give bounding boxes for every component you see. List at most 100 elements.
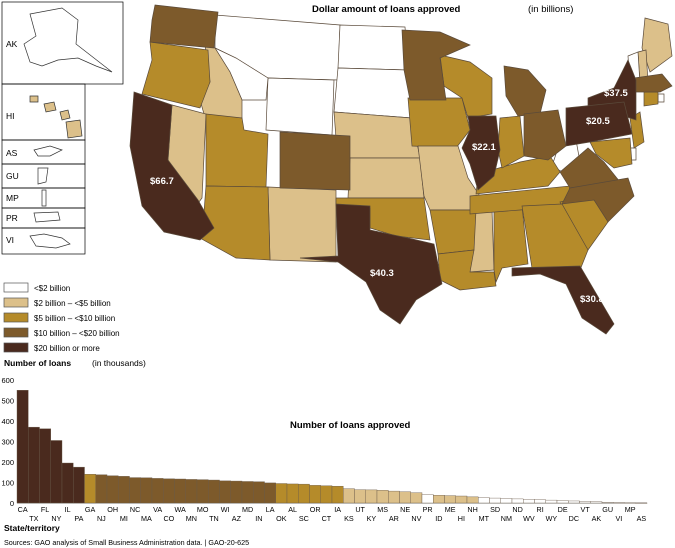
chart-title: Number of loans approved	[290, 420, 411, 431]
x-tick-MT: MT	[479, 514, 490, 523]
state-KS	[347, 157, 425, 199]
state-IL	[461, 115, 501, 191]
bar-MO	[196, 479, 209, 504]
bar-OK	[275, 483, 288, 504]
bar-MT	[478, 497, 490, 504]
x-tick-IA: IA	[334, 505, 341, 514]
bar-RI	[534, 499, 546, 504]
bar-IA	[331, 485, 344, 504]
bar-KS	[343, 488, 355, 504]
bar-chart: Number of loans (in thousands) Number of…	[1, 358, 648, 533]
bar-MD	[241, 481, 254, 504]
x-tick-ME: ME	[445, 505, 456, 514]
x-tick-TX: TX	[29, 514, 38, 523]
y-tick-label: 500	[1, 397, 14, 406]
x-tick-NJ: NJ	[97, 514, 106, 523]
inset-vi-box	[1, 227, 86, 255]
bar-VA	[151, 478, 164, 504]
bar-VI	[613, 502, 625, 504]
bar-CA	[16, 390, 29, 504]
bar-AZ	[230, 480, 243, 504]
x-tick-SC: SC	[299, 514, 309, 523]
x-tick-NV: NV	[411, 514, 421, 523]
chart-xlabel: State/territory	[4, 523, 60, 533]
legend-label-4: $20 billion or more	[34, 344, 100, 353]
bar-LA	[264, 482, 276, 504]
label-AS: AS	[6, 148, 18, 158]
x-tick-KS: KS	[344, 514, 354, 523]
x-tick-AK: AK	[592, 514, 602, 523]
bar-NH	[466, 496, 479, 504]
chart-ylabel-unit: (in thousands)	[92, 358, 146, 368]
map-title: Dollar amount of loans approved	[312, 4, 461, 15]
state-SD	[333, 67, 413, 119]
x-tick-VA: VA	[153, 505, 162, 514]
x-tick-AZ: AZ	[232, 514, 242, 523]
state-NJ	[629, 111, 645, 149]
x-tick-WI: WI	[221, 505, 230, 514]
x-tick-IN: IN	[255, 514, 262, 523]
bar-MN	[185, 479, 198, 504]
state-GA	[521, 203, 589, 271]
state-NC	[561, 177, 635, 223]
x-tick-GA: GA	[85, 505, 96, 514]
label-AK: AK	[6, 39, 18, 49]
state-AR	[429, 209, 477, 255]
callout-PA: $20.5	[586, 116, 610, 127]
x-tick-OH: OH	[107, 505, 118, 514]
bar-ND	[511, 498, 524, 504]
x-tick-PA: PA	[74, 514, 83, 523]
bar-NJ	[95, 474, 108, 504]
shape-HI-1	[29, 95, 39, 103]
x-tick-UT: UT	[355, 505, 365, 514]
bar-OH	[106, 475, 119, 504]
state-MD	[589, 137, 633, 169]
x-tick-VI: VI	[615, 514, 622, 523]
shape-HI-4	[65, 119, 83, 139]
x-tick-CO: CO	[163, 514, 174, 523]
bar-FL	[39, 428, 51, 504]
shape-AS	[33, 145, 63, 157]
shape-HI-3	[59, 109, 71, 121]
bar-MA	[140, 477, 153, 504]
bar-AL	[286, 483, 299, 504]
legend-label-2: $5 billion – <$10 billion	[34, 314, 115, 323]
territory-labels: AK HI AS GU MP PR VI	[6, 39, 19, 245]
state-UT	[205, 113, 269, 188]
state-LA	[437, 249, 497, 291]
bar-NV	[410, 492, 423, 504]
legend-label-1: $2 billion – <$5 billion	[34, 299, 111, 308]
bar-WY	[545, 499, 558, 504]
bar-AR	[388, 490, 400, 504]
x-tick-IL: IL	[65, 505, 71, 514]
bar-GU	[601, 502, 614, 504]
bar-AK	[590, 501, 603, 504]
label-MP: MP	[6, 193, 19, 203]
callout-FL: $30.8	[580, 294, 604, 305]
x-tick-WV: WV	[523, 514, 535, 523]
legend-label-3: $10 billion – <$20 billion	[34, 329, 120, 338]
legend-swatch-0	[3, 282, 29, 293]
bar-AS	[635, 502, 648, 504]
map-title-unit: (in billions)	[528, 4, 573, 15]
x-tick-DE: DE	[558, 505, 568, 514]
state-MI	[503, 65, 547, 117]
x-tick-KY: KY	[367, 514, 377, 523]
shape-VI	[29, 233, 71, 249]
bar-TN	[208, 479, 220, 504]
x-tick-SD: SD	[490, 505, 500, 514]
state-OR	[141, 41, 211, 109]
x-tick-ND: ND	[512, 505, 522, 514]
state-ME	[641, 17, 673, 73]
bar-MP	[624, 502, 636, 504]
callout-CA: $66.7	[150, 176, 174, 187]
territory-shapes	[23, 7, 113, 249]
state-WA	[149, 4, 219, 49]
bar-CO	[163, 478, 175, 504]
x-tick-VT: VT	[581, 505, 591, 514]
x-tick-AS: AS	[637, 514, 647, 523]
bar-WI	[219, 480, 231, 504]
state-FL	[511, 265, 615, 335]
x-tick-PR: PR	[423, 505, 433, 514]
